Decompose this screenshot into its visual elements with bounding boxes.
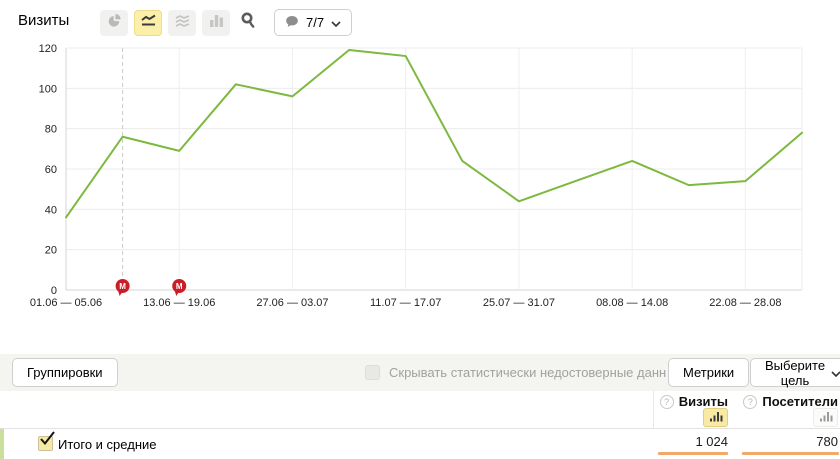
svg-text:08.08 — 14.08: 08.08 — 14.08 [596,297,668,309]
line-chart-button[interactable] [134,9,162,36]
comments-count: 7/7 [306,15,325,30]
chevron-down-icon [331,15,341,30]
goal-dropdown-button[interactable]: Выберите цель [750,357,840,388]
mini-bar-chart-icon [819,409,833,427]
svg-text:100: 100 [39,83,57,95]
svg-text:22.08 — 28.08: 22.08 — 28.08 [709,297,781,309]
svg-text:120: 120 [39,43,57,55]
mini-bar-chart-icon [709,409,723,427]
svg-text:80: 80 [45,124,57,136]
table-header: ? Визиты ? Посетители [0,391,840,428]
svg-text:М: М [176,282,183,291]
svg-text:20: 20 [45,245,57,257]
svg-text:27.06 — 03.07: 27.06 — 03.07 [256,297,328,309]
table-toolbar: Группировки Скрывать статистически недос… [0,354,840,391]
sort-by-visits-button[interactable] [703,408,728,427]
svg-text:40: 40 [45,204,57,216]
visits-value-bar [658,452,728,455]
pie-chart-icon [107,13,122,33]
column-label: Визиты [678,394,728,409]
metrics-button[interactable]: Метрики [668,358,750,387]
question-circle-icon[interactable]: ? [743,394,758,409]
question-circle-icon[interactable]: ? [659,394,674,409]
page-title: Визиты [18,12,70,29]
svg-text:13.06 — 19.06: 13.06 — 19.06 [143,297,215,309]
bar-chart-button[interactable] [202,9,230,36]
svg-text:01.06 — 05.06: 01.06 — 05.06 [30,297,102,309]
chevron-down-icon [831,365,840,380]
hide-inaccurate-data-checkbox[interactable]: Скрывать статистически недостоверные дан… [365,354,679,391]
column-separator [653,391,654,428]
row-accent-strip [0,429,4,459]
comments-dropdown-button[interactable]: 7/7 [274,9,353,36]
visitors-value-bar [742,452,839,455]
bar-chart-icon [209,14,224,32]
sort-by-visitors-button[interactable] [813,408,838,427]
visitors-total-value: 780 [816,434,838,449]
visits-line-chart[interactable]: 0 20 40 60 80 100 120 01.06 — 05.06 13.06 — 19.0… [0,22,840,337]
stacked-area-icon [175,14,190,32]
stacked-area-button[interactable] [168,9,196,36]
column-header-visitors[interactable]: ? Посетители [700,394,838,409]
totals-table-row[interactable]: Итого и средние 1 024 780 [0,428,840,459]
visits-total-value: 1 024 [695,434,728,449]
row-checkbox[interactable] [38,436,53,451]
hide-inaccurate-data-label: Скрывать статистически недостоверные дан… [389,365,680,380]
map-pin-icon [240,12,256,34]
checkbox-unchecked-icon [365,365,380,380]
groupings-button[interactable]: Группировки [12,358,118,387]
chart-type-switcher: 7/7 [100,9,353,36]
map-pin-button[interactable] [236,10,260,36]
pie-chart-button[interactable] [100,9,128,36]
svg-text:11.07 — 17.07: 11.07 — 17.07 [370,297,441,309]
goal-dropdown-label: Выберите цель [765,357,826,388]
column-label: Посетители [762,394,838,409]
line-chart-icon [140,13,156,32]
svg-text:М: М [119,282,126,291]
totals-row-label: Итого и средние [58,436,157,452]
column-header-visits[interactable]: ? Визиты [610,394,728,409]
svg-text:60: 60 [45,164,57,176]
comment-bubble-icon [285,15,299,31]
svg-text:0: 0 [51,285,57,297]
svg-text:25.07 — 31.07: 25.07 — 31.07 [483,297,555,309]
